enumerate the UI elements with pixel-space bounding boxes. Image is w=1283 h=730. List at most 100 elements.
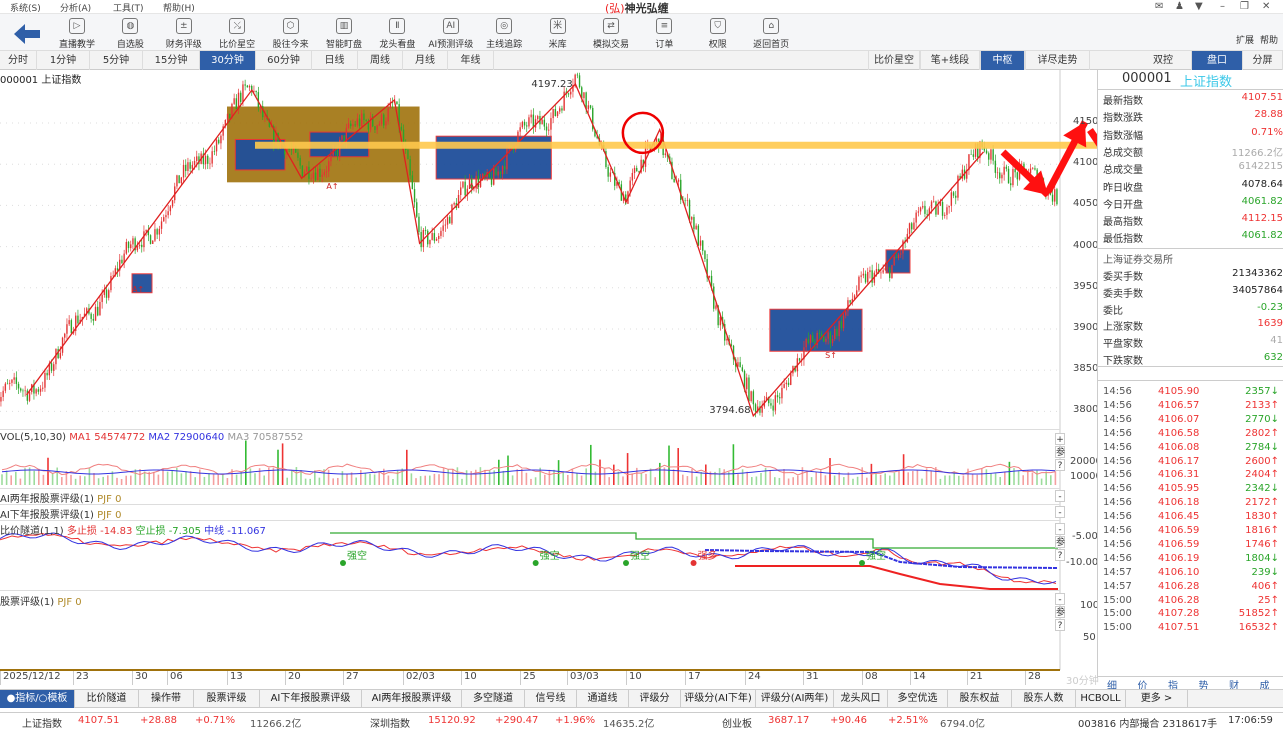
detail-tab-5[interactable]: 成	[1259, 681, 1270, 692]
menu-analysis[interactable]: 分析(A)	[60, 4, 92, 14]
extend-button[interactable]: 扩展	[1236, 36, 1255, 46]
candle	[519, 127, 521, 132]
tab-right-0[interactable]: 双控	[1135, 51, 1192, 70]
candle	[970, 154, 972, 155]
remove-indicator-button[interactable]: -	[1055, 506, 1065, 518]
skin-icon[interactable]: ▼	[1195, 1, 1203, 12]
tab-period-1[interactable]: 1分钟	[37, 51, 90, 70]
indicator-tab-17[interactable]: 更多 >	[1126, 690, 1188, 708]
toolbar-button-ai[interactable]: AI AI预测评级	[425, 18, 477, 50]
remove-indicator-button[interactable]: -	[1055, 593, 1065, 605]
candle	[754, 404, 757, 412]
indicator-tab-12[interactable]: 龙头风口	[834, 690, 888, 708]
sz-index-amount: 14635.2亿	[603, 719, 655, 730]
candle	[264, 115, 266, 118]
toolbar-button-pie[interactable]: ◍ 自选股	[104, 18, 156, 50]
tab-period-4[interactable]: 30分钟	[200, 51, 256, 70]
toolbar-button-finance[interactable]: ± 财务评级	[158, 18, 210, 50]
indicator-tab-0[interactable]: ●指标/○模板	[0, 690, 75, 708]
tab-mode-3[interactable]: 详尽走势	[1025, 51, 1090, 70]
toolbar-button-play[interactable]: ▷ 直播教学	[51, 18, 103, 50]
tab-period-0[interactable]: 分时	[0, 51, 37, 70]
toolbar-button-chart[interactable]: ⤯ 比价星空	[211, 18, 263, 50]
tab-period-2[interactable]: 5分钟	[90, 51, 143, 70]
param-button[interactable]: 参	[1055, 536, 1066, 548]
indicator-tab-2[interactable]: 操作带	[139, 690, 194, 708]
tab-right-1[interactable]: 盘口	[1192, 51, 1243, 70]
toolbar-button-cube[interactable]: ⬡ 股往今来	[265, 18, 317, 50]
sh-index-name[interactable]: 上证指数	[22, 719, 62, 730]
mail-icon[interactable]: ✉	[1155, 1, 1164, 12]
indicator-tab-5[interactable]: AI两年报股票评级	[362, 690, 462, 708]
candle	[814, 342, 816, 345]
sz-index-name[interactable]: 深圳指数	[370, 719, 410, 730]
close-icon[interactable]: ✕	[1262, 1, 1271, 12]
indicator-tab-16[interactable]: HCBOLL	[1076, 690, 1126, 708]
detail-tab-2[interactable]: 指	[1168, 681, 1178, 692]
remove-indicator-button[interactable]: -	[1055, 523, 1065, 535]
param-button[interactable]: 参	[1055, 446, 1066, 458]
detail-tab-1[interactable]: 价	[1137, 681, 1148, 692]
toolbar-button-exchange[interactable]: ⇄ 模拟交易	[585, 18, 637, 50]
quote-label: 指数涨跌	[1103, 113, 1143, 125]
tab-mode-1[interactable]: 笔+线段	[920, 51, 980, 70]
help-button[interactable]: ?	[1055, 459, 1065, 471]
detail-tabs: 细价指势财成	[1097, 676, 1283, 692]
tab-period-9[interactable]: 年线	[448, 51, 494, 70]
indicator-tab-4[interactable]: AI下年报股票评级	[260, 690, 362, 708]
indicator-tab-3[interactable]: 股票评级	[194, 690, 260, 708]
indicator-tab-9[interactable]: 评级分	[629, 690, 681, 708]
indicator-tab-8[interactable]: 通道线	[577, 690, 629, 708]
detail-tab-4[interactable]: 财	[1229, 681, 1239, 692]
indicator-tab-6[interactable]: 多空隧道	[462, 690, 525, 708]
back-arrow-icon[interactable]	[14, 24, 40, 44]
indicator-tab-14[interactable]: 股东权益	[948, 690, 1012, 708]
quote-value: 4107.51	[1241, 92, 1283, 103]
indicator-tab-11[interactable]: 评级分(AI两年)	[756, 690, 834, 708]
price-axis-tick: 4150	[1073, 116, 1099, 127]
cy-index-name[interactable]: 创业板	[722, 719, 752, 730]
indicator-tab-15[interactable]: 股东人数	[1012, 690, 1076, 708]
tab-mode-2[interactable]: 中枢	[980, 51, 1025, 70]
add-indicator-button[interactable]: +	[1055, 433, 1065, 445]
toolbar-button-dragon[interactable]: Ⅱ 龙头看盘	[371, 18, 423, 50]
candle	[11, 379, 13, 383]
time-axis-tick: 17	[685, 671, 701, 685]
tab-period-8[interactable]: 月线	[403, 51, 448, 70]
menu-help[interactable]: 帮助(H)	[163, 4, 195, 14]
user-icon[interactable]: ♟	[1175, 1, 1184, 12]
tab-period-6[interactable]: 日线	[312, 51, 358, 70]
menu-tools[interactable]: 工具(T)	[113, 4, 144, 14]
tab-period-5[interactable]: 60分钟	[256, 51, 312, 70]
help-button[interactable]: 帮助	[1260, 36, 1279, 46]
toolbar-button-shield[interactable]: ⛉ 权限	[692, 18, 744, 50]
candle	[574, 74, 576, 86]
candle	[143, 231, 145, 248]
candle	[996, 172, 999, 174]
toolbar-button-home[interactable]: ⌂ 返回首页	[745, 18, 797, 50]
toolbar-button-document[interactable]: ≡ 订单	[638, 18, 690, 50]
detail-tab-3[interactable]: 势	[1198, 681, 1209, 692]
minimize-icon[interactable]: –	[1220, 1, 1225, 12]
tab-period-3[interactable]: 15分钟	[143, 51, 200, 70]
indicator-tab-13[interactable]: 多空优选	[888, 690, 948, 708]
indicator-tab-1[interactable]: 比价隧道	[75, 690, 139, 708]
remove-indicator-button[interactable]: -	[1055, 490, 1065, 502]
detail-tab-0[interactable]: 细	[1107, 681, 1117, 692]
menu-system[interactable]: 系统(S)	[10, 4, 41, 14]
tab-mode-0[interactable]: 比价星空	[868, 51, 920, 70]
quote-row: 指数涨跌 28.88	[1103, 109, 1283, 125]
indicator-tab-7[interactable]: 信号线	[525, 690, 577, 708]
toolbar-button-target[interactable]: ◎ 主线追踪	[478, 18, 530, 50]
candle	[165, 215, 167, 218]
restore-icon[interactable]: ❐	[1240, 1, 1249, 12]
toolbar-button-rice[interactable]: 米米库	[532, 18, 584, 50]
toolbar-button-monitor[interactable]: ▥ 智能盯盘	[318, 18, 370, 50]
help-button[interactable]: ?	[1055, 619, 1065, 631]
help-button[interactable]: ?	[1055, 549, 1065, 561]
tick-volume: 2133↑	[1245, 399, 1279, 411]
param-button[interactable]: 参	[1055, 606, 1066, 618]
tab-period-7[interactable]: 周线	[358, 51, 403, 70]
indicator-tab-10[interactable]: 评级分(AI下年)	[681, 690, 756, 708]
